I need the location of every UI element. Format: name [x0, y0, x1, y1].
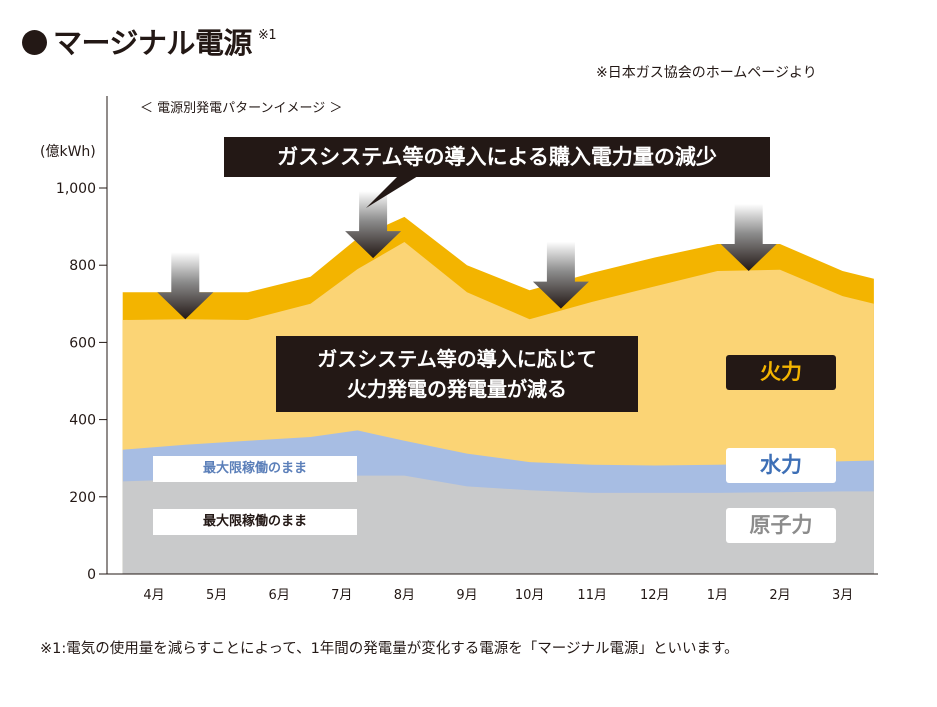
- x-tick-label: 12月: [640, 588, 670, 603]
- x-tick-label: 8月: [394, 588, 415, 603]
- area-nuclear: [122, 475, 874, 574]
- title-note: ※1: [257, 28, 277, 43]
- down-arrow-icon: [532, 241, 589, 309]
- footnote: ※1:電気の使用量を減らすことによって、1年間の発電量が変化する電源を「マージナ…: [40, 641, 739, 657]
- callout-line-1: ガスシステム等の導入に応じて: [317, 347, 597, 371]
- down-arrow-icon: [720, 203, 777, 271]
- x-tick-label: 1月: [707, 588, 728, 603]
- y-axis-unit: (億kWh): [40, 144, 96, 160]
- x-tick-label: 9月: [456, 588, 477, 603]
- source-note: ※日本ガス協会のホームページより: [596, 65, 817, 81]
- x-tick-label: 4月: [143, 588, 164, 603]
- label-hydro-full-operation: 最大限稼働のまま: [153, 456, 357, 482]
- callout-purchase-reduction: ガスシステム等の導入による購入電力量の減少: [224, 137, 770, 177]
- chart-subtitle: ＜ 電源別発電パターンイメージ ＞: [140, 101, 343, 116]
- y-tick-label: 400: [69, 413, 96, 429]
- bullet-dot-icon: [22, 30, 47, 55]
- y-tick-label: 0: [87, 567, 96, 583]
- badge-nuclear: 原子力: [726, 508, 836, 543]
- x-tick-label: 10月: [515, 588, 545, 603]
- x-tick-label: 5月: [206, 588, 227, 603]
- y-tick-label: 800: [69, 258, 96, 274]
- callout-pointer: [366, 176, 418, 208]
- down-arrow-icon: [345, 191, 402, 259]
- down-arrow-icon: [157, 252, 214, 320]
- x-tick-label: 3月: [832, 588, 853, 603]
- x-tick-label: 11月: [577, 588, 607, 603]
- page-title: マージナル電源 ※1: [22, 20, 277, 62]
- x-tick-label: 7月: [331, 588, 352, 603]
- label-nuclear-full-operation: 最大限稼働のまま: [153, 509, 357, 535]
- y-tick-label: 600: [69, 335, 96, 351]
- y-tick-label: 1,000: [56, 181, 96, 197]
- callout-line-2: 火力発電の発電量が減る: [347, 377, 567, 401]
- x-tick-label: 2月: [769, 588, 790, 603]
- x-tick-label: 6月: [269, 588, 290, 603]
- badge-hydro: 水力: [726, 448, 836, 483]
- callout-thermal-reduction: ガスシステム等の導入に応じて 火力発電の発電量が減る: [276, 336, 638, 412]
- badge-thermal: 火力: [726, 355, 836, 390]
- title-text: マージナル電源: [53, 26, 252, 60]
- y-tick-label: 200: [69, 490, 96, 506]
